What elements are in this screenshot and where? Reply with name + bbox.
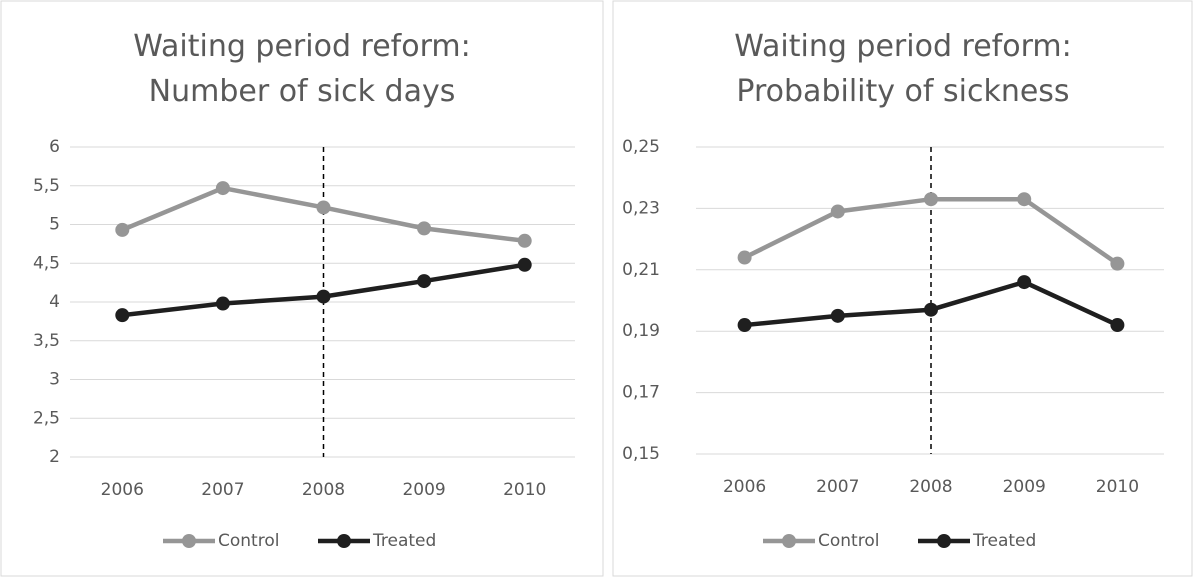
y-tick-label: 5 — [49, 215, 60, 235]
x-tick-label: 2010 — [503, 480, 546, 500]
x-tick-label: 2009 — [1003, 477, 1046, 497]
y-tick-label: 0,25 — [622, 137, 660, 157]
point — [517, 233, 532, 248]
point — [1017, 192, 1032, 207]
chart-title: Waiting period reform: Number of sick da… — [133, 29, 471, 109]
point — [517, 257, 532, 272]
y-tick-label: 0,23 — [622, 198, 660, 218]
point — [215, 296, 230, 311]
point — [1017, 275, 1032, 290]
x-tick-label: 2008 — [302, 480, 345, 500]
x-tick-label: 2007 — [816, 477, 859, 497]
legend-label: Treated — [372, 531, 436, 551]
legend-label: Control — [218, 531, 279, 551]
y-tick-label: 0,19 — [622, 321, 660, 341]
point — [417, 274, 432, 289]
point — [1110, 256, 1125, 271]
y-tick-label: 4,5 — [33, 253, 60, 273]
y-tick-label: 5,5 — [33, 176, 60, 196]
point — [737, 318, 752, 333]
x-tick-label: 2007 — [201, 480, 244, 500]
y-tick-label: 3,5 — [33, 331, 60, 351]
point — [1110, 318, 1125, 333]
point — [316, 200, 331, 215]
point — [924, 192, 938, 207]
y-tick-label: 4 — [49, 292, 60, 312]
point — [115, 222, 130, 237]
legend-marker — [182, 534, 196, 548]
y-tick-label: 2 — [49, 447, 60, 467]
legend-label: Control — [818, 531, 879, 551]
legend-label: Treated — [972, 531, 1036, 551]
chart-title: Waiting period reform: Probability of si… — [734, 29, 1072, 109]
legend-marker — [782, 534, 796, 548]
x-tick-label: 2009 — [402, 480, 445, 500]
point — [316, 289, 331, 304]
legend-marker — [937, 534, 951, 548]
point — [924, 302, 938, 317]
panel-border — [612, 0, 1193, 577]
y-tick-label: 0,21 — [622, 260, 660, 280]
y-tick-label: 0,15 — [622, 444, 660, 464]
x-tick-label: 2010 — [1096, 477, 1139, 497]
y-tick-label: 6 — [49, 137, 60, 157]
point — [830, 204, 845, 219]
point — [215, 181, 230, 196]
y-tick-label: 0,17 — [622, 383, 660, 403]
point — [417, 221, 432, 236]
point — [115, 308, 130, 323]
point — [830, 308, 845, 323]
y-tick-label: 2,5 — [33, 408, 60, 428]
x-tick-label: 2006 — [101, 480, 144, 500]
legend-marker — [337, 534, 351, 548]
x-tick-label: 2006 — [723, 477, 766, 497]
panel-border — [0, 0, 604, 577]
point — [737, 250, 752, 265]
y-tick-label: 3 — [49, 370, 60, 390]
x-tick-label: 2008 — [909, 477, 952, 497]
